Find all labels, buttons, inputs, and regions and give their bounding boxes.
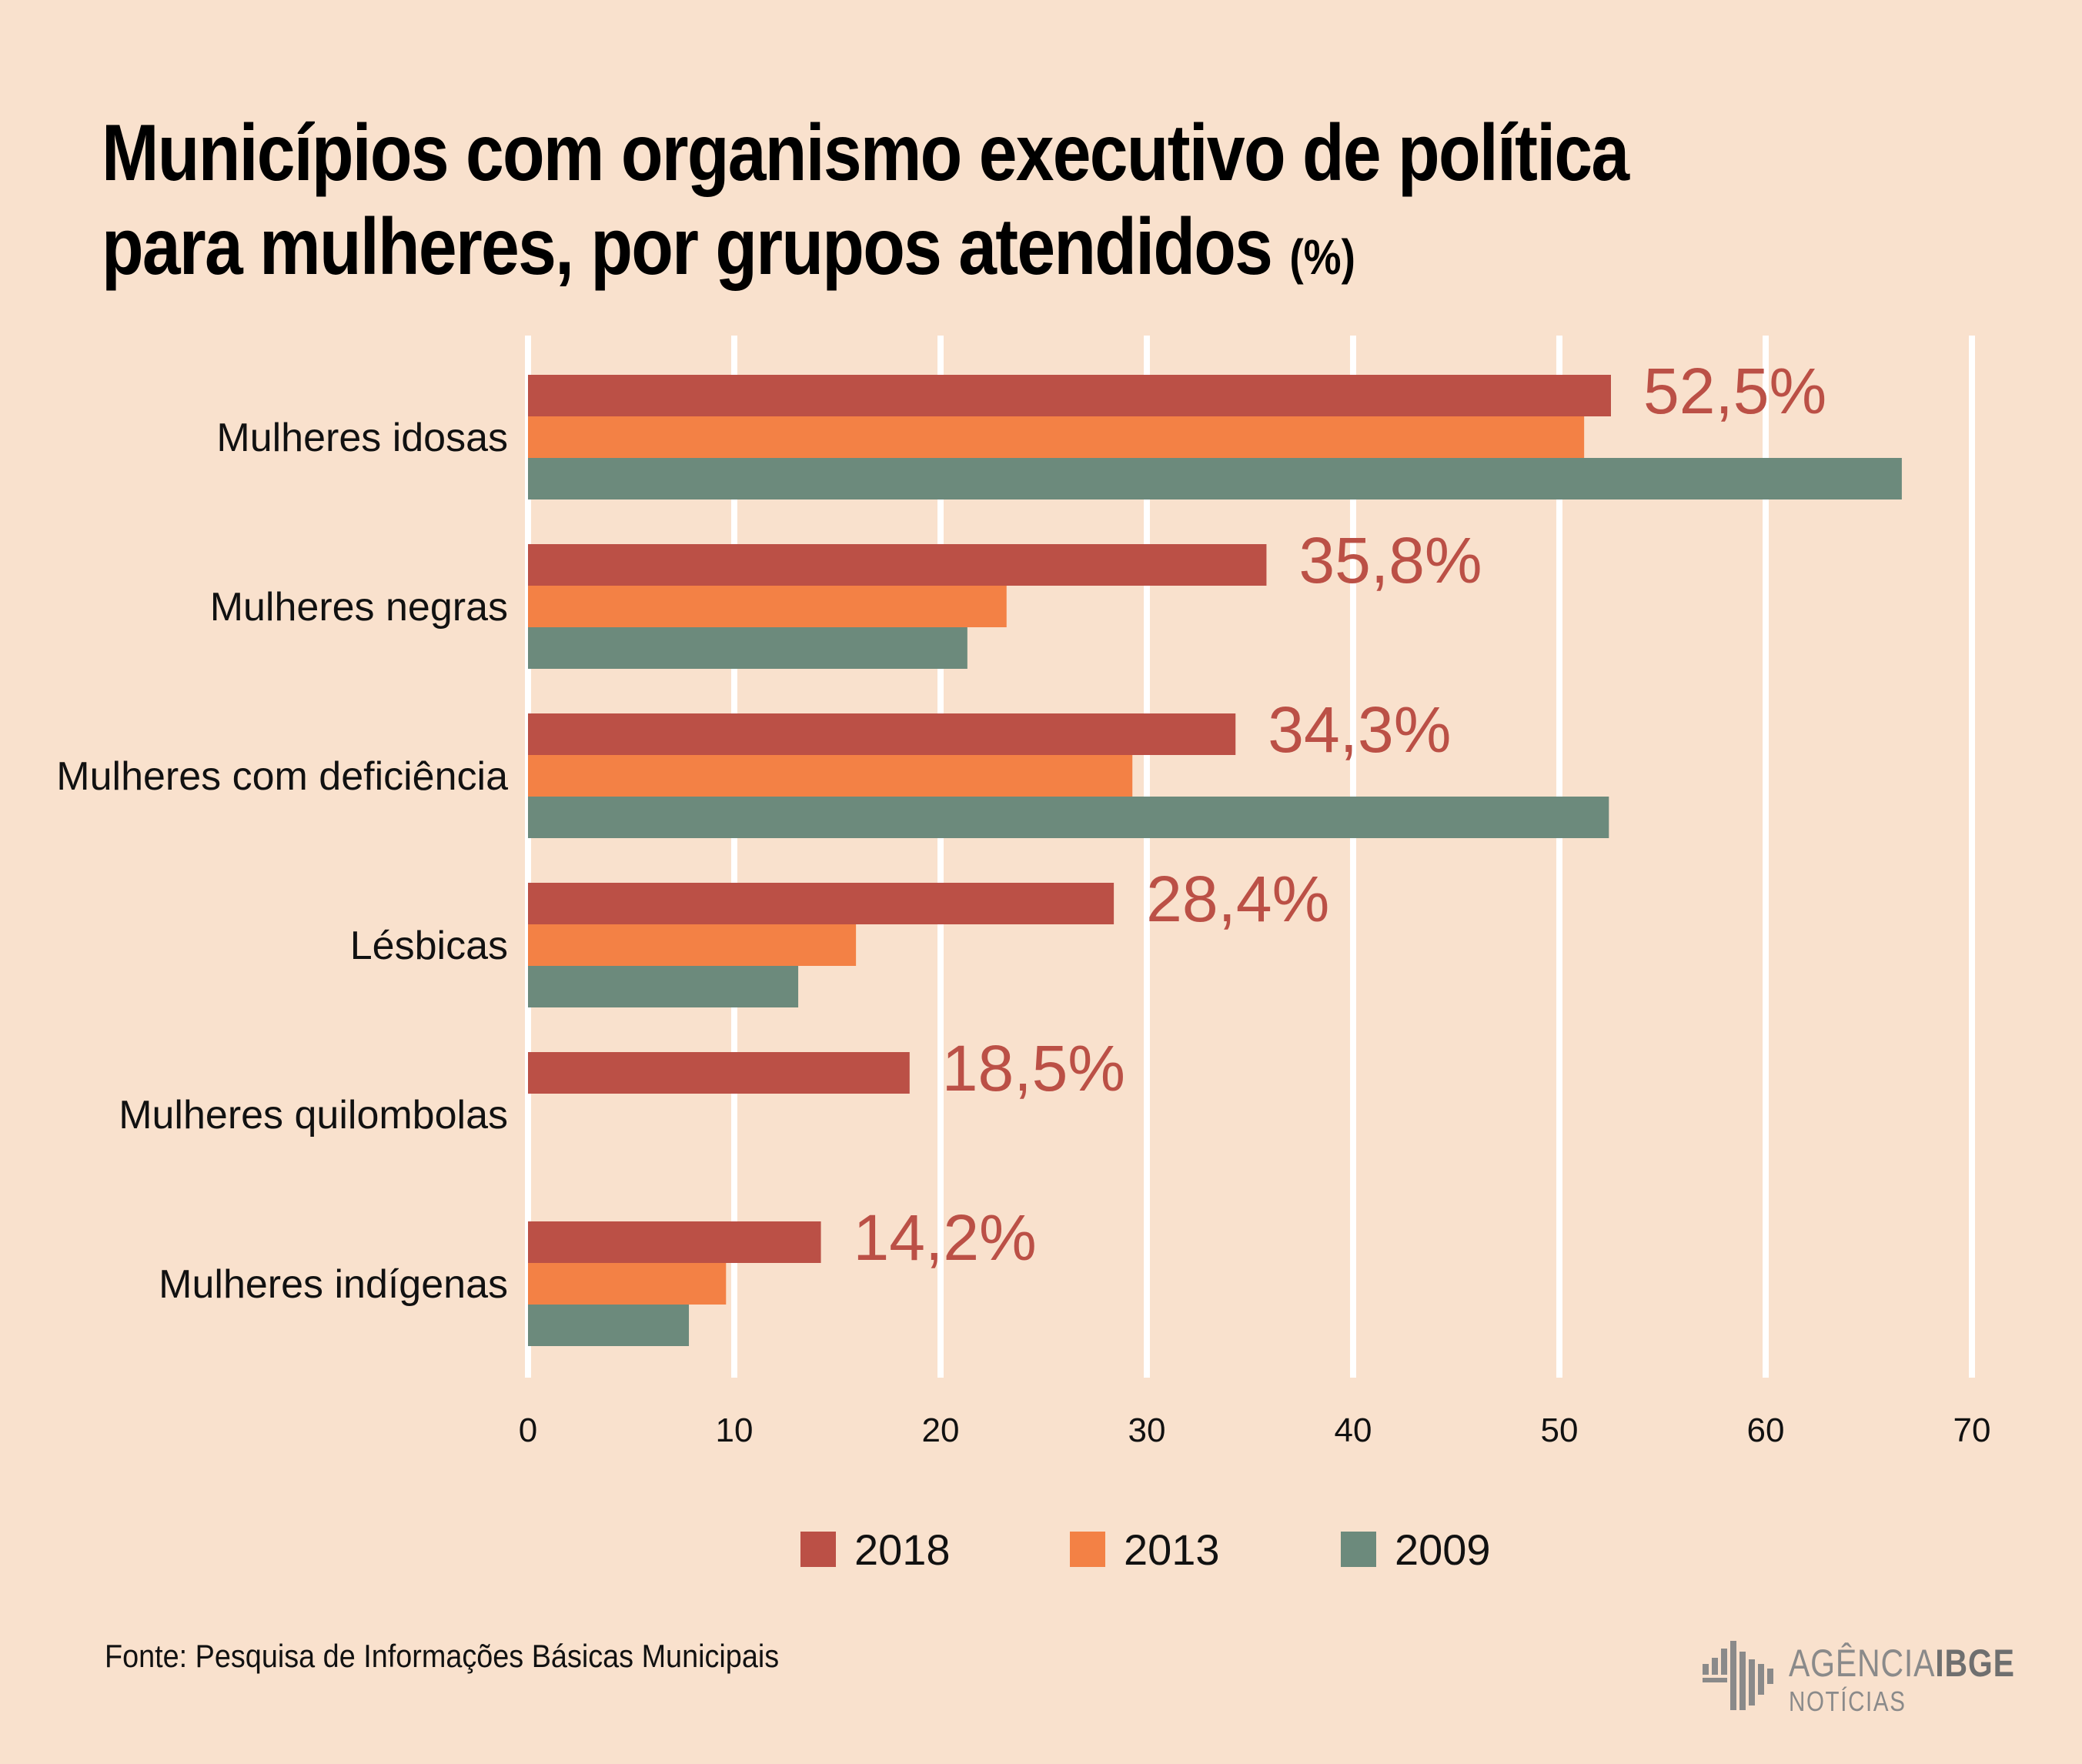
chart-title-line1: Municípios com organismo executivo de po…: [102, 109, 1629, 198]
bar-2018-2: [528, 544, 1267, 586]
agencia-ibge-logo: AGÊNCIAIBGE NOTÍCIAS: [1703, 1641, 2014, 1726]
bar-2009-2: [528, 627, 967, 669]
legend-label-2018: 2018: [854, 1525, 951, 1574]
value-label-4: 28,4%: [1146, 863, 1329, 935]
value-labels: 52,5% 35,8% 34,3% 28,4% 18,5% 14,2%: [854, 355, 1827, 1274]
x-tick-label-50: 50: [1541, 1412, 1579, 1449]
chart-title-line2-wrap: para mulheres, por grupos atendidos (%): [102, 200, 1730, 304]
category-label-2: Mulheres negras: [210, 585, 508, 630]
category-label-1: Mulheres idosas: [216, 416, 508, 460]
bar-2013-1: [528, 416, 1585, 458]
brand-subtitle: NOTÍCIAS: [1789, 1685, 1907, 1717]
legend-swatch-2013: [1070, 1532, 1105, 1567]
bar-2018-6: [528, 1221, 821, 1263]
brand-name-part2: IBGE: [1935, 1642, 2015, 1685]
category-label-3: Mulheres com deficiência: [56, 754, 508, 799]
legend-label-2009: 2009: [1395, 1525, 1491, 1574]
bar-2009-1: [528, 458, 1902, 499]
x-tick-label-30: 30: [1128, 1412, 1166, 1449]
bar-2013-6: [528, 1263, 727, 1305]
bar-2018-4: [528, 883, 1115, 924]
brand-name-part1: AGÊNCIA: [1789, 1642, 1936, 1685]
gridlines: [525, 336, 1975, 1378]
legend-label-2013: 2013: [1124, 1525, 1220, 1574]
bars: [528, 375, 1902, 1346]
bar-2013-4: [528, 924, 857, 966]
x-tick-label-60: 60: [1747, 1412, 1785, 1449]
value-label-6: 14,2%: [854, 1201, 1037, 1274]
x-tick-label-40: 40: [1335, 1412, 1372, 1449]
value-label-2: 35,8%: [1298, 524, 1482, 596]
x-axis-ticks: 0 10 20 30 40 50 60 70: [519, 1412, 1991, 1449]
bar-chart: Mulheres idosas Mulheres negras Mulheres c…: [56, 336, 1991, 1574]
category-label-4: Lésbicas: [350, 924, 508, 968]
x-tick-label-10: 10: [716, 1412, 754, 1449]
brand-name: AGÊNCIAIBGE: [1789, 1641, 2015, 1685]
x-tick-label-20: 20: [922, 1412, 960, 1449]
bar-2018-1: [528, 375, 1611, 416]
x-tick-label-0: 0: [519, 1412, 537, 1449]
category-label-5: Mulheres quilombolas: [119, 1093, 508, 1138]
value-label-1: 52,5%: [1643, 355, 1826, 427]
x-tick-label-70: 70: [1953, 1412, 1991, 1449]
legend-swatch-2018: [800, 1532, 836, 1567]
category-labels: Mulheres idosas Mulheres negras Mulheres c…: [56, 416, 508, 1307]
ibge-logo-icon: [1703, 1641, 1773, 1710]
source-note: Fonte: Pesquisa de Informações Básicas M…: [105, 1638, 780, 1674]
bar-2013-3: [528, 755, 1133, 797]
chart-title-line2: para mulheres, por grupos atendidos: [102, 202, 1273, 292]
bar-2018-3: [528, 713, 1236, 755]
value-label-3: 34,3%: [1268, 693, 1451, 766]
legend: 2018 2013 2009: [800, 1525, 1491, 1574]
bar-2013-2: [528, 586, 1007, 627]
chart-title: Municípios com organismo executivo de po…: [102, 106, 1730, 304]
chart-title-unit: (%): [1289, 229, 1355, 285]
bar-2009-4: [528, 966, 799, 1007]
bar-2009-3: [528, 797, 1609, 838]
category-label-6: Mulheres indígenas: [159, 1262, 508, 1307]
value-label-5: 18,5%: [942, 1032, 1125, 1104]
legend-swatch-2009: [1341, 1532, 1376, 1567]
bar-2009-6: [528, 1305, 690, 1346]
bar-2018-5: [528, 1052, 910, 1094]
